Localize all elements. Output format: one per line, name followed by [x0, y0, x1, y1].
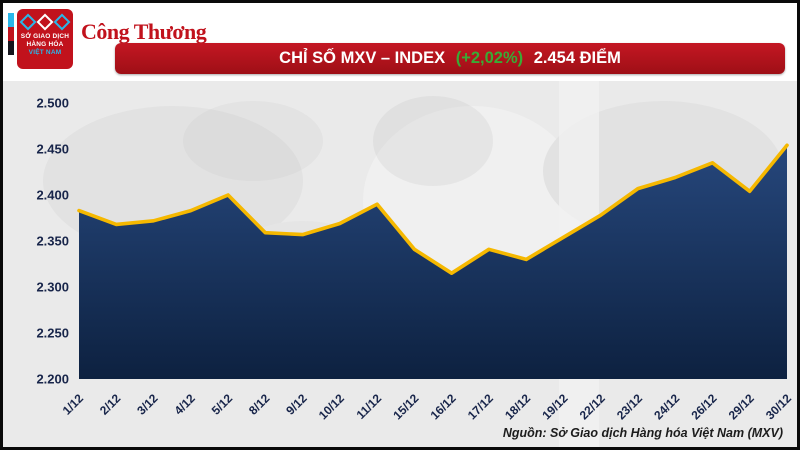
y-axis-tick-label: 2.400 — [36, 188, 69, 203]
x-axis-tick-label: 17/12 — [465, 391, 496, 422]
mxv-logo-line1: SỞ GIAO DỊCH — [20, 33, 70, 40]
x-axis-tick-label: 15/12 — [390, 391, 421, 422]
title-main: CHỈ SỐ MXV – INDEX — [279, 49, 450, 67]
x-axis-tick-label: 18/12 — [502, 391, 533, 422]
x-axis-tick-label: 23/12 — [614, 391, 645, 422]
chart-region: 2.500 2.450 2.400 2.350 2.300 2.250 2.200 1/12 2… — [3, 81, 797, 447]
source-caption: Nguồn: Sở Giao dịch Hàng hóa Việt Nam (M… — [502, 426, 783, 440]
y-axis-tick-label: 2.200 — [36, 372, 69, 387]
x-axis-tick-label: 11/12 — [354, 391, 385, 422]
chart-title-banner: CHỈ SỐ MXV – INDEX (+2,02%) 2.454 ĐIỂM — [115, 43, 785, 74]
title-change-percent: (+2,02%) — [455, 49, 524, 67]
x-axis-tick-label: 8/12 — [246, 391, 273, 418]
mxv-logo-line3: VIỆT NAM — [28, 49, 62, 56]
brand-color-strip — [8, 13, 14, 55]
y-axis-tick-label: 2.250 — [36, 326, 69, 341]
strip-cyan — [8, 13, 14, 27]
diamond-icon — [36, 13, 54, 31]
title-value: 2.454 ĐIỂM — [529, 49, 621, 67]
x-axis-tick-label: 4/12 — [171, 391, 198, 418]
x-axis-tick-label: 3/12 — [134, 391, 161, 418]
strip-red — [8, 27, 14, 41]
x-axis-tick-label: 10/12 — [316, 391, 347, 422]
mxv-logo-line2: HÀNG HÓA — [26, 41, 64, 48]
mxv-diamonds-icon — [17, 13, 73, 31]
diamond-icon — [53, 13, 71, 31]
diamond-icon — [19, 13, 37, 31]
x-axis-tick-label: 24/12 — [651, 391, 682, 422]
x-axis-tick-label: 26/12 — [688, 391, 719, 422]
y-axis-tick-label: 2.500 — [36, 96, 69, 111]
y-axis-tick-label: 2.300 — [36, 280, 69, 295]
x-axis-tick-label: 16/12 — [428, 391, 459, 422]
strip-black — [8, 41, 14, 55]
x-axis-tick-label: 5/12 — [209, 391, 236, 418]
y-axis-tick-label: 2.450 — [36, 142, 69, 157]
y-axis-tick-label: 2.350 — [36, 234, 69, 249]
congthuong-logo: Công Thương — [81, 19, 207, 44]
x-axis-tick-label: 30/12 — [763, 391, 794, 422]
mxv-index-chart: 2.500 2.450 2.400 2.350 2.300 2.250 2.200 1/12 2… — [36, 81, 794, 447]
x-axis-tick-label: 2/12 — [97, 391, 124, 418]
x-axis-tick-label: 1/12 — [60, 391, 87, 418]
header: SỞ GIAO DỊCH HÀNG HÓA VIỆT NAM Công Thươ… — [3, 3, 797, 81]
x-axis-tick-label: 29/12 — [726, 391, 757, 422]
x-axis-tick-label: 9/12 — [283, 391, 310, 418]
mxv-logo: SỞ GIAO DỊCH HÀNG HÓA VIỆT NAM — [17, 9, 73, 69]
index-line — [77, 143, 789, 275]
